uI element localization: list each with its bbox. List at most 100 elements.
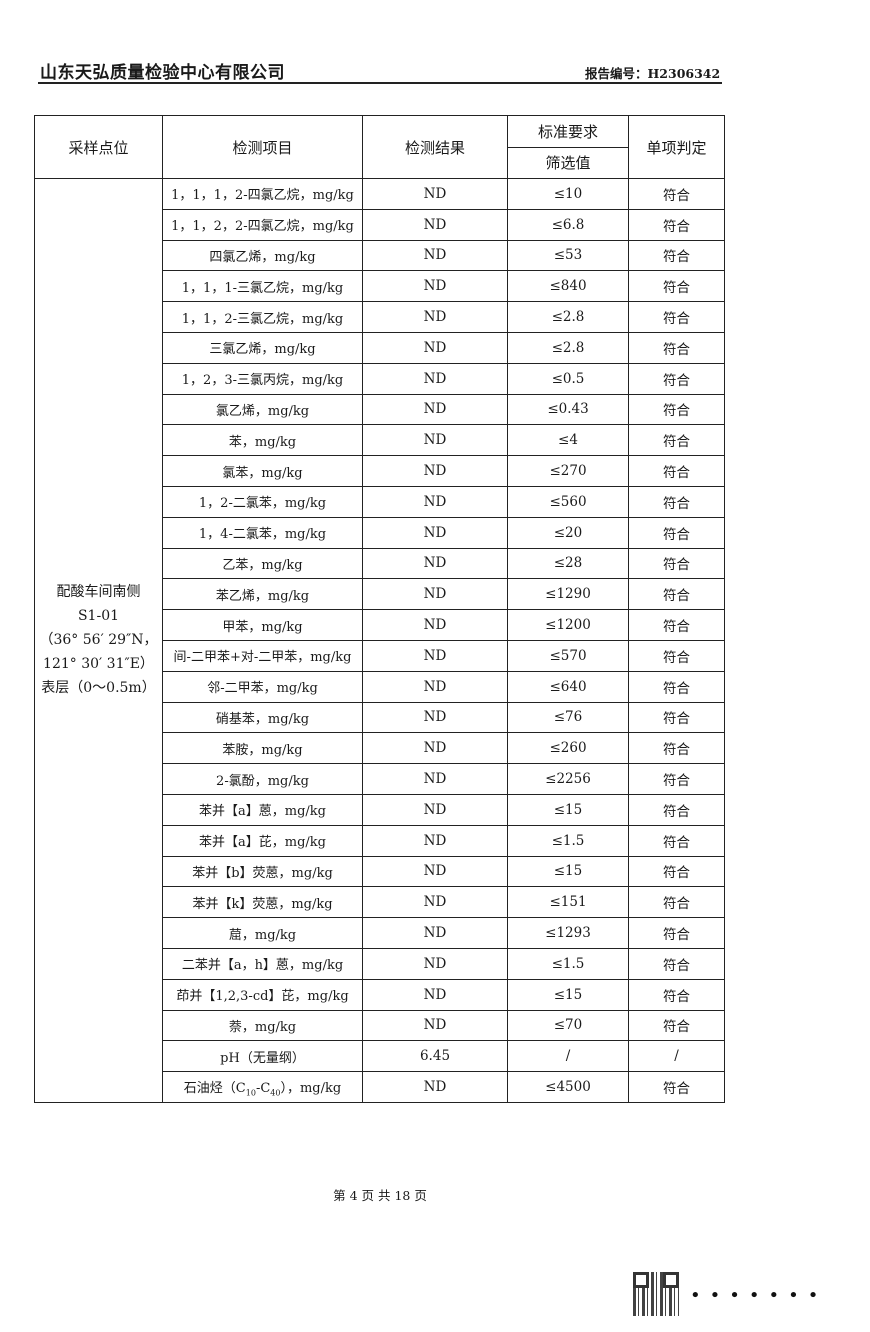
test-item: 1，2-二氯苯，mg/kg [162,485,363,518]
screening-limit: ≤151 [507,886,629,919]
test-result: ND [362,178,508,210]
table-row: pH（无量纲） 6.45// [35,1040,725,1073]
test-result: ND [362,670,508,703]
header-standard: 标准要求 [507,115,629,148]
screening-limit: ≤20 [507,516,629,549]
test-item: 甲苯，mg/kg [162,609,363,641]
subscript: 10 [245,1088,256,1098]
site-line: （36° 56′ 29″N， [39,632,158,649]
test-result: ND [362,547,508,580]
verdict: 符合 [628,609,725,641]
table-row: 萘，mg/kg ND ≤70 符合 [35,1009,725,1042]
verdict: 符合 [628,362,725,395]
verdict: 符合 [628,947,725,980]
screening-limit: ≤1.5 [507,947,629,980]
report-number: 报告编号：H2306342 [585,66,721,81]
table-row: 1，1，2，2-四氯乙烷，mg/kg ND ≤6.8 符合 [35,208,725,241]
table-row: 苯并【a】芘，mg/kg ND ≤1.5 符合 [35,824,725,857]
test-result: ND [362,639,508,672]
screening-limit: ≤53 [507,239,629,272]
verdict: 符合 [628,485,725,518]
verdict: 符合 [628,1071,725,1103]
test-result: ND [362,301,508,333]
table-row: 1，1，2-三氯乙烷，mg/kg ND ≤2.8 符合 [35,301,725,333]
verdict: 符合 [628,516,725,549]
table-row: 苯乙烯，mg/kg ND ≤1290 符合 [35,578,725,611]
test-item: 石油烃（C10-C40），mg/kg [162,1071,363,1103]
site-line: 121° 30′ 31″E） [43,656,154,673]
test-result: ND [362,609,508,641]
test-item: 苯乙烯，mg/kg [162,578,363,611]
test-item: 氯苯，mg/kg [162,455,363,487]
screening-limit: ≤28 [507,547,629,580]
subscript: 40 [270,1088,281,1098]
item-text: -C [255,1080,271,1096]
test-item: 1，1，2，2-四氯乙烷，mg/kg [162,208,363,241]
verdict: 符合 [628,270,725,303]
test-result: ND [362,239,508,272]
test-item: 乙苯，mg/kg [162,547,363,580]
test-result: ND [362,917,508,949]
test-result: ND [362,855,508,888]
screening-limit: ≤4 [507,424,629,457]
table-row: 1，2-二氯苯，mg/kg ND ≤560 符合 [35,485,725,518]
header-item: 检测项目 [162,115,363,179]
screening-limit: ≤10 [507,178,629,210]
verdict: 符合 [628,331,725,364]
verdict: 符合 [628,763,725,795]
screening-limit: ≤2.8 [507,331,629,364]
test-result: ND [362,824,508,857]
verdict: 符合 [628,424,725,457]
table-row: 茚并【1,2,3-cd】芘，mg/kg ND ≤15 符合 [35,978,725,1011]
table-row: 苯并【b】荧蒽，mg/kg ND ≤15 符合 [35,855,725,888]
test-item: pH（无量纲） [162,1040,363,1073]
screening-limit: ≤1290 [507,578,629,611]
test-result: ND [362,701,508,734]
header-result: 检测结果 [362,115,508,179]
table-subheader-row: 筛选值 [35,146,725,179]
screening-limit: ≤1.5 [507,824,629,857]
test-item: 苯并【b】荧蒽，mg/kg [162,855,363,888]
test-result: ND [362,886,508,919]
table-row: 四氯乙烯，mg/kg ND ≤53 符合 [35,239,725,272]
test-result: ND [362,516,508,549]
test-item: 1，2，3-三氯丙烷，mg/kg [162,362,363,395]
verdict: 符合 [628,670,725,703]
table-row: 1，2，3-三氯丙烷，mg/kg ND ≤0.5 符合 [35,362,725,395]
screening-limit: ≤1200 [507,609,629,641]
header-site: 采样点位 [34,115,163,179]
verdict: 符合 [628,824,725,857]
test-item: 苯，mg/kg [162,424,363,457]
verdict: 符合 [628,978,725,1011]
test-item: 茚并【1,2,3-cd】芘，mg/kg [162,978,363,1011]
verdict: 符合 [628,239,725,272]
screening-limit: / [507,1040,629,1073]
test-result: ND [362,208,508,241]
test-item: 间-二甲苯+对-二甲苯，mg/kg [162,639,363,672]
test-item: 苯并【k】荧蒽，mg/kg [162,886,363,919]
verdict: 符合 [628,732,725,765]
table-row: 䓛，mg/kg ND ≤1293 符合 [35,917,725,949]
test-result: ND [362,793,508,826]
verdict: / [628,1040,725,1073]
test-result: 6.45 [362,1040,508,1073]
test-item: 䓛，mg/kg [162,917,363,949]
test-result: ND [362,578,508,611]
table-row: 苯并【a】蒽，mg/kg ND ≤15 符合 [35,793,725,826]
verdict: 符合 [628,855,725,888]
screening-limit: ≤70 [507,1009,629,1042]
test-result: ND [362,393,508,426]
screening-limit: ≤4500 [507,1071,629,1103]
table-row: 邻-二甲苯，mg/kg ND ≤640 符合 [35,670,725,703]
screening-limit: ≤1293 [507,917,629,949]
verdict: 符合 [628,455,725,487]
table-row: 石油烃（C10-C40），mg/kg ND ≤4500 符合 [35,1071,725,1103]
company-name: 山东天弘质量检验中心有限公司 [40,63,285,83]
test-item: 邻-二甲苯，mg/kg [162,670,363,703]
table-row: 配酸车间南侧 S1-01 （36° 56′ 29″N， 121° 30′ 31″E） 表… [34,178,725,1103]
test-result: ND [362,732,508,765]
test-item: 1，1，1，2-四氯乙烷，mg/kg [162,178,363,210]
screening-limit: ≤2.8 [507,301,629,333]
test-item: 硝基苯，mg/kg [162,701,363,734]
table-row: 苯，mg/kg ND ≤4 符合 [35,424,725,457]
